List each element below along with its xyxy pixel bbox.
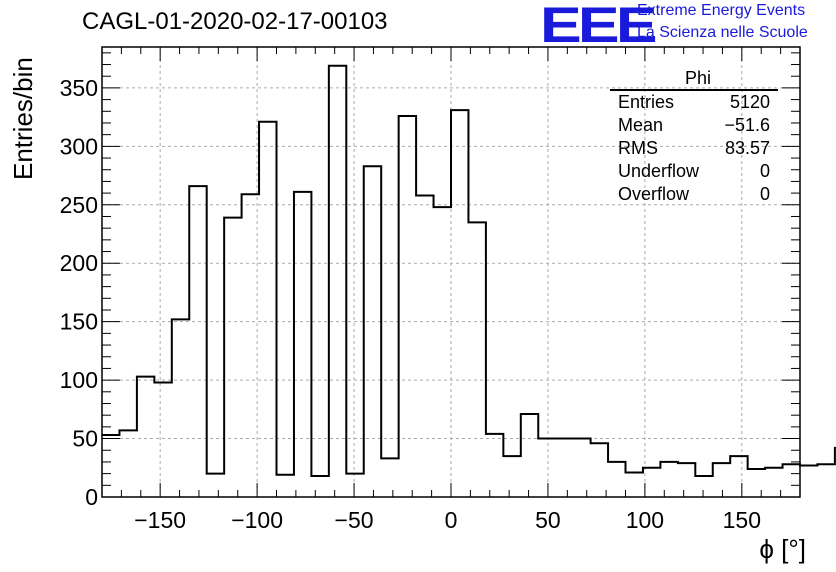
stats-row: Mean −51.6: [610, 114, 778, 137]
stats-value: 5120: [729, 92, 770, 112]
eee-logo-mark: EEE: [540, 0, 658, 53]
x-tick-label: −100: [231, 507, 283, 533]
logo-line-1: Extreme Energy Events: [637, 2, 806, 19]
x-tick-label: −150: [134, 507, 186, 533]
stats-label: Underflow: [618, 161, 700, 181]
x-tick-label: −50: [335, 507, 374, 533]
stats-label: Mean: [618, 115, 664, 135]
stats-value: 83.57: [724, 138, 770, 158]
y-tick-label: 0: [85, 484, 98, 510]
y-tick-label: 100: [60, 367, 98, 393]
stats-row: Overflow 0: [610, 183, 778, 206]
y-axis-label: Entries/bin: [8, 57, 38, 180]
x-axis-label: ϕ [°]: [759, 534, 806, 564]
stats-label: Entries: [618, 92, 675, 112]
stats-value: 0: [759, 184, 770, 204]
x-tick-label: 0: [445, 507, 458, 533]
stats-value: −51.6: [724, 115, 770, 135]
y-tick-label: 200: [60, 250, 98, 276]
stats-title: Phi: [684, 68, 711, 88]
axis-tick-labels: −150 −100 −50 0 50 100 150 0 50 100 150 200 250 300 35…: [60, 75, 761, 533]
x-tick-label: 50: [535, 507, 561, 533]
stats-row: RMS 83.57: [610, 137, 778, 160]
y-tick-label: 300: [60, 133, 98, 159]
y-tick-label: 350: [60, 75, 98, 101]
stats-row: Entries 5120: [610, 91, 778, 114]
y-tick-label: 250: [60, 192, 98, 218]
axis-ticks: [101, 47, 801, 498]
y-tick-label: 150: [60, 309, 98, 335]
stats-row: Underflow 0: [610, 160, 778, 183]
logo-line-2: La Scienza nelle Scuole: [637, 24, 808, 41]
eee-logo: EEE: [540, 0, 658, 50]
stats-label: Overflow: [618, 184, 690, 204]
stats-box: Phi Entries 5120 Mean −51.6 RMS 83.57 Underflo…: [610, 68, 778, 206]
y-tick-label: 50: [72, 426, 98, 452]
stats-value: 0: [759, 161, 770, 181]
stats-label: RMS: [618, 138, 658, 158]
chart-title: CAGL-01-2020-02-17-00103: [82, 8, 388, 35]
histogram-series: [102, 64, 836, 477]
stats-divider: [610, 89, 778, 91]
x-tick-label: 100: [626, 507, 664, 533]
x-tick-label: 150: [723, 507, 761, 533]
